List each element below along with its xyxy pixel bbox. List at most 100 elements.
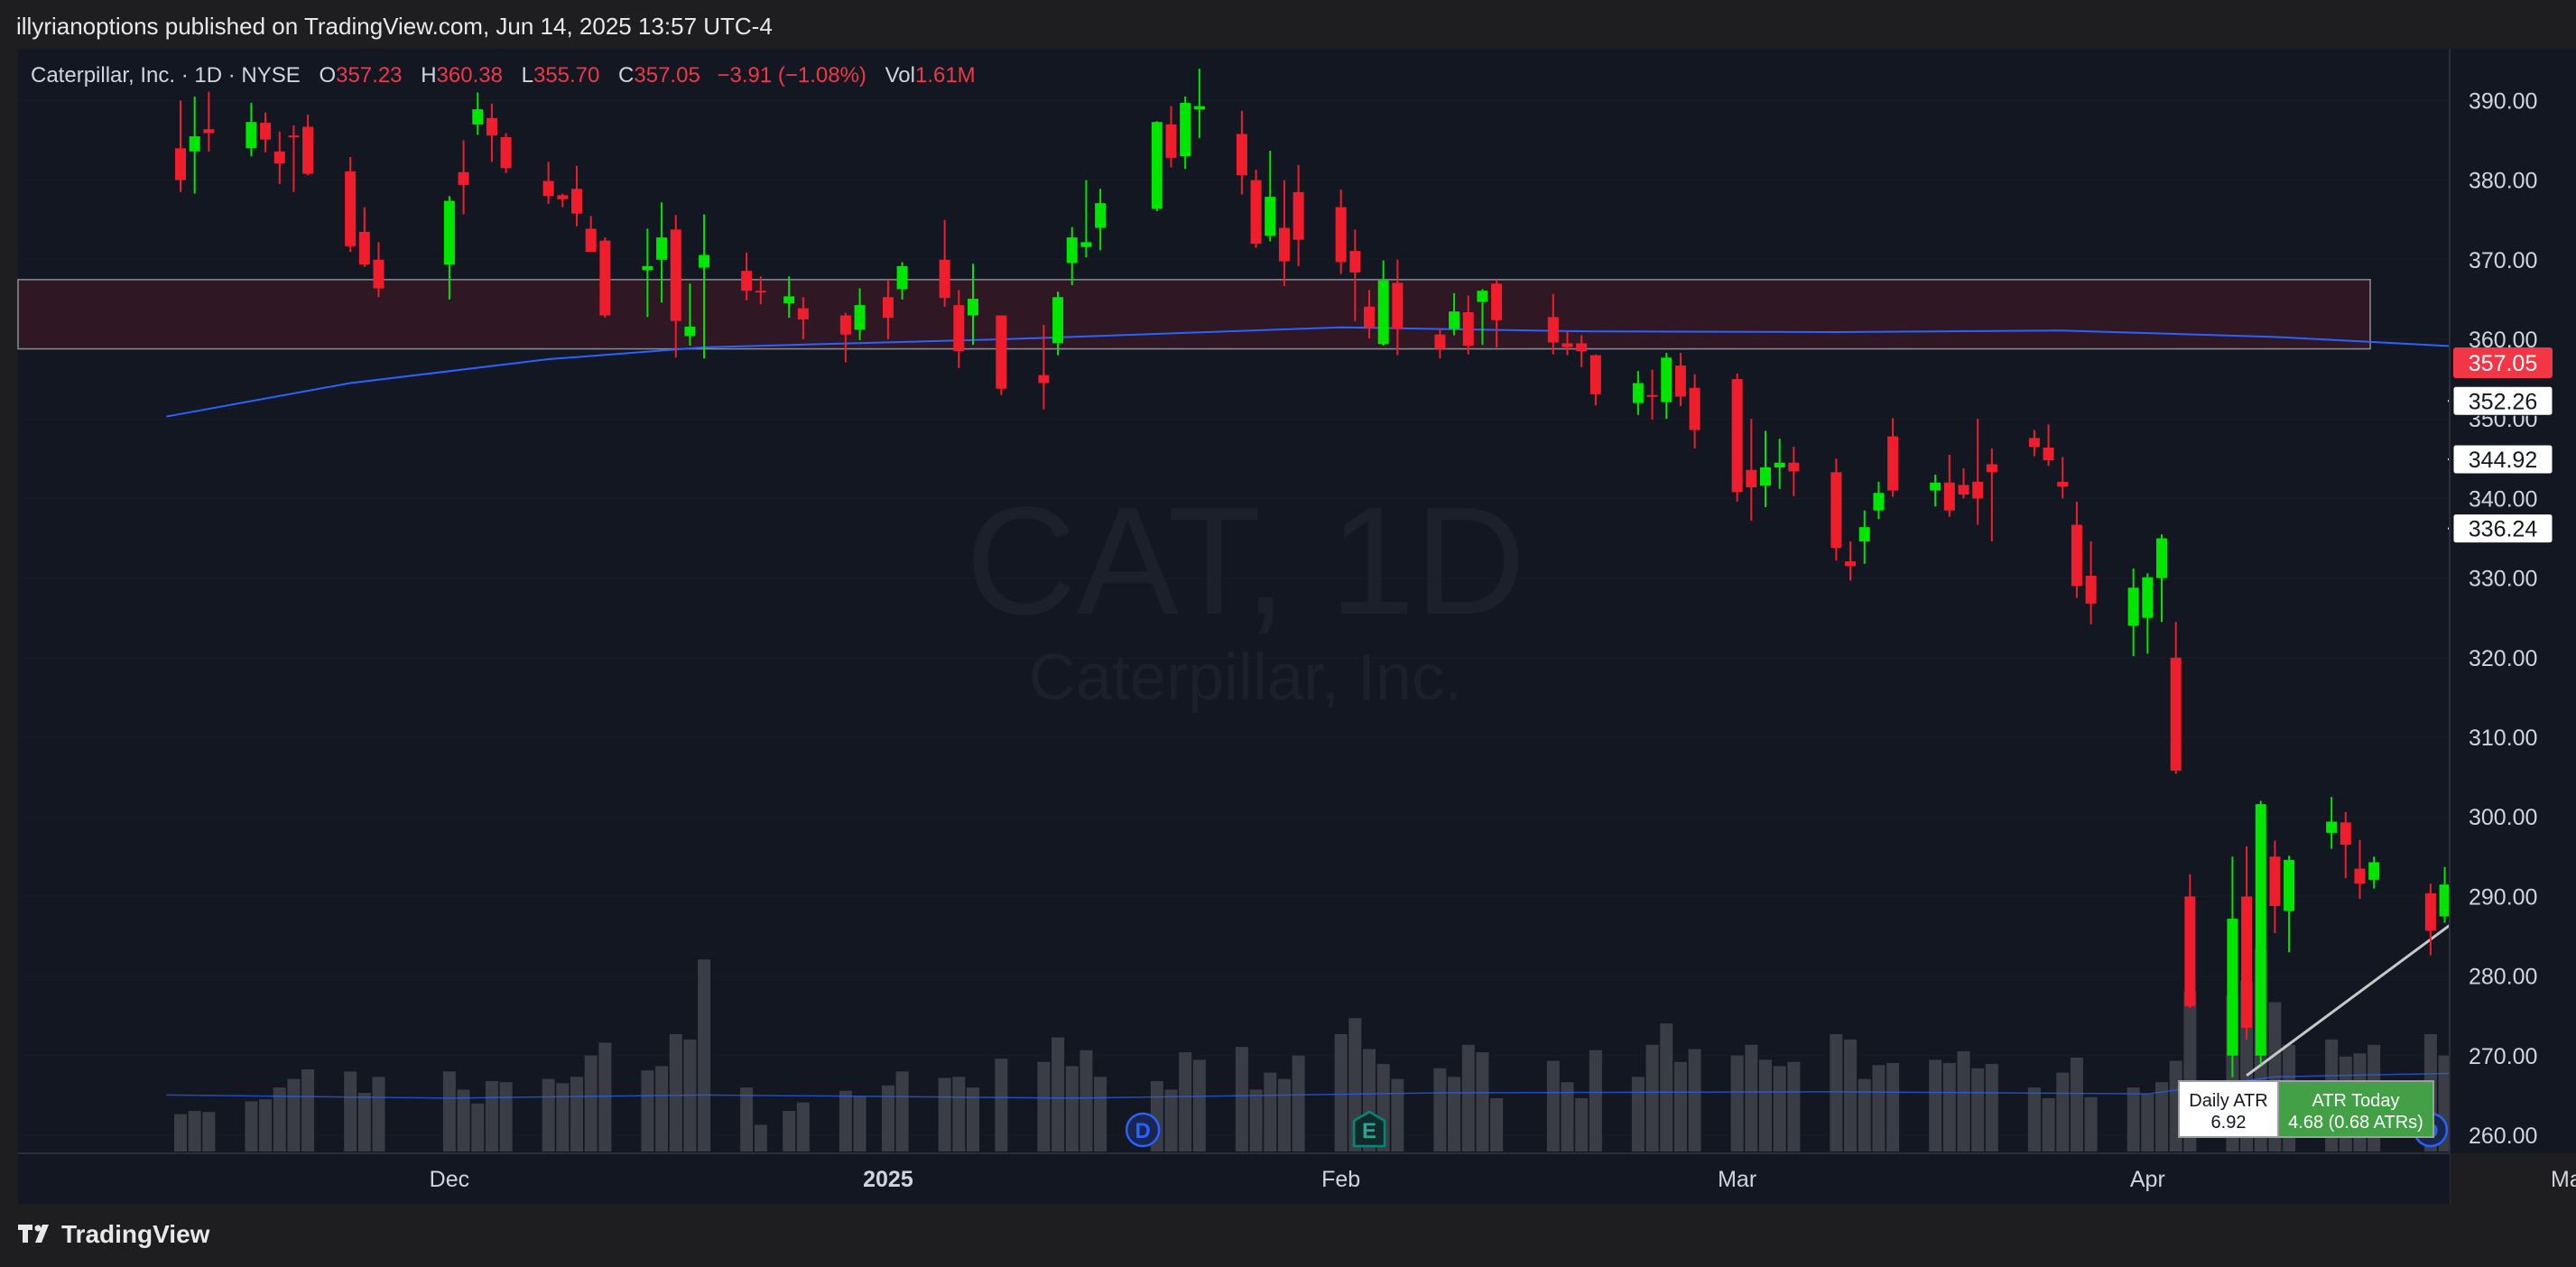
candle-body bbox=[2057, 481, 2069, 487]
candle bbox=[854, 288, 866, 340]
candle bbox=[557, 193, 569, 208]
candle bbox=[175, 100, 186, 192]
price-axis[interactable] bbox=[2451, 49, 2576, 1153]
volume-bar bbox=[839, 1090, 852, 1151]
tradingview-logo[interactable]: TradingView bbox=[18, 1220, 209, 1249]
candle-body bbox=[797, 308, 809, 319]
candle bbox=[670, 215, 681, 358]
candle bbox=[1943, 454, 1955, 517]
candle bbox=[1873, 481, 1885, 520]
candle-body bbox=[1561, 343, 1573, 347]
volume-bar bbox=[188, 1111, 201, 1151]
candle bbox=[1845, 541, 1857, 581]
candle-body bbox=[1958, 485, 1969, 495]
y-tick-label: 330.00 bbox=[2469, 567, 2537, 592]
candle bbox=[273, 131, 285, 185]
symbol-legend[interactable]: Caterpillar, Inc. · 1D · NYSE O357.23 H3… bbox=[31, 63, 976, 88]
legend-change: −3.91 (−1.08%) bbox=[717, 63, 866, 88]
earnings-event-icon[interactable]: E bbox=[1352, 1110, 1386, 1148]
resistance-zone bbox=[17, 279, 2371, 350]
candle bbox=[1589, 354, 1601, 406]
candle bbox=[1080, 180, 1092, 258]
candle-body bbox=[741, 271, 753, 291]
candle bbox=[1052, 291, 1064, 356]
legend-open-label: O bbox=[319, 63, 337, 88]
candle-body bbox=[1066, 237, 1078, 264]
candle bbox=[1576, 335, 1588, 367]
candle bbox=[1434, 328, 1446, 359]
candle-body bbox=[2368, 862, 2380, 880]
volume-bar bbox=[485, 1081, 498, 1151]
candle bbox=[2241, 846, 2253, 1040]
candle-body bbox=[500, 136, 512, 169]
candle bbox=[585, 216, 597, 252]
candle bbox=[1038, 325, 1050, 410]
candle bbox=[2269, 840, 2281, 933]
candle bbox=[246, 103, 257, 157]
candle-body bbox=[656, 237, 668, 260]
y-tick-label: 320.00 bbox=[2469, 646, 2537, 671]
candle bbox=[1731, 373, 1743, 502]
candle bbox=[2057, 457, 2069, 499]
candle bbox=[1547, 293, 1559, 355]
candle-body bbox=[2284, 859, 2295, 911]
candle bbox=[2043, 424, 2054, 467]
volume-bar bbox=[499, 1082, 513, 1151]
candle bbox=[260, 112, 272, 153]
event-marker-label: D bbox=[1135, 1119, 1150, 1143]
candle bbox=[1788, 447, 1800, 496]
y-tick-label: 310.00 bbox=[2469, 726, 2537, 751]
volume-bar bbox=[1192, 1059, 1206, 1151]
candle bbox=[2028, 430, 2040, 457]
time-axis[interactable] bbox=[18, 1154, 2450, 1204]
legend-volume: 1.61M bbox=[914, 63, 976, 88]
candle-body bbox=[2269, 856, 2281, 906]
candle bbox=[1632, 371, 1644, 415]
legend-close-label: C bbox=[618, 63, 635, 88]
candle bbox=[1746, 419, 1757, 522]
price-tags: 352.26 344.92 336.24 357.05 bbox=[2452, 347, 2553, 544]
publisher-bar: illyrianoptions published on TradingView… bbox=[0, 0, 2576, 49]
candle-body bbox=[2255, 804, 2266, 1056]
volume-bar bbox=[740, 1087, 754, 1151]
candle bbox=[839, 312, 851, 363]
candle bbox=[1760, 430, 1771, 508]
volume-bar bbox=[1264, 1072, 1277, 1151]
volume-bar bbox=[344, 1071, 357, 1151]
candle-body bbox=[670, 229, 681, 321]
volume-bar bbox=[1249, 1089, 1263, 1151]
candle bbox=[2127, 569, 2139, 657]
candle-body bbox=[1858, 527, 1870, 542]
candle-body bbox=[968, 299, 978, 316]
y-tick-label: 380.00 bbox=[2469, 169, 2537, 194]
candle bbox=[797, 297, 809, 339]
candle bbox=[2085, 541, 2097, 624]
volume-bar bbox=[1164, 1089, 1178, 1151]
y-tick-label: 280.00 bbox=[2469, 965, 2537, 990]
candle-body bbox=[1392, 282, 1404, 329]
candle bbox=[2326, 797, 2338, 849]
candle bbox=[642, 228, 653, 318]
volume-bar bbox=[1179, 1052, 1192, 1151]
volume-bar bbox=[287, 1078, 301, 1151]
trendline[interactable] bbox=[2246, 280, 2576, 1077]
legend-symbol: Caterpillar, Inc. · 1D · NYSE bbox=[31, 63, 301, 88]
candle-body bbox=[684, 326, 696, 337]
volume-bar bbox=[2056, 1072, 2070, 1151]
candle bbox=[2142, 573, 2154, 654]
candle bbox=[472, 92, 484, 135]
candle bbox=[953, 290, 965, 368]
atr-today-label: ATR Today bbox=[2312, 1091, 2399, 1111]
candle bbox=[486, 103, 497, 162]
dividend-event-icon[interactable]: D bbox=[1125, 1112, 1161, 1148]
candle-body bbox=[783, 296, 795, 304]
candle-body bbox=[1576, 343, 1588, 352]
volume-bar bbox=[1929, 1059, 1942, 1151]
volume-bar bbox=[1730, 1055, 1744, 1151]
volume-bar bbox=[259, 1099, 273, 1151]
candle bbox=[1250, 170, 1262, 248]
volume-bar bbox=[1844, 1039, 1858, 1151]
candle bbox=[939, 219, 950, 307]
candle-body bbox=[1165, 124, 1177, 158]
